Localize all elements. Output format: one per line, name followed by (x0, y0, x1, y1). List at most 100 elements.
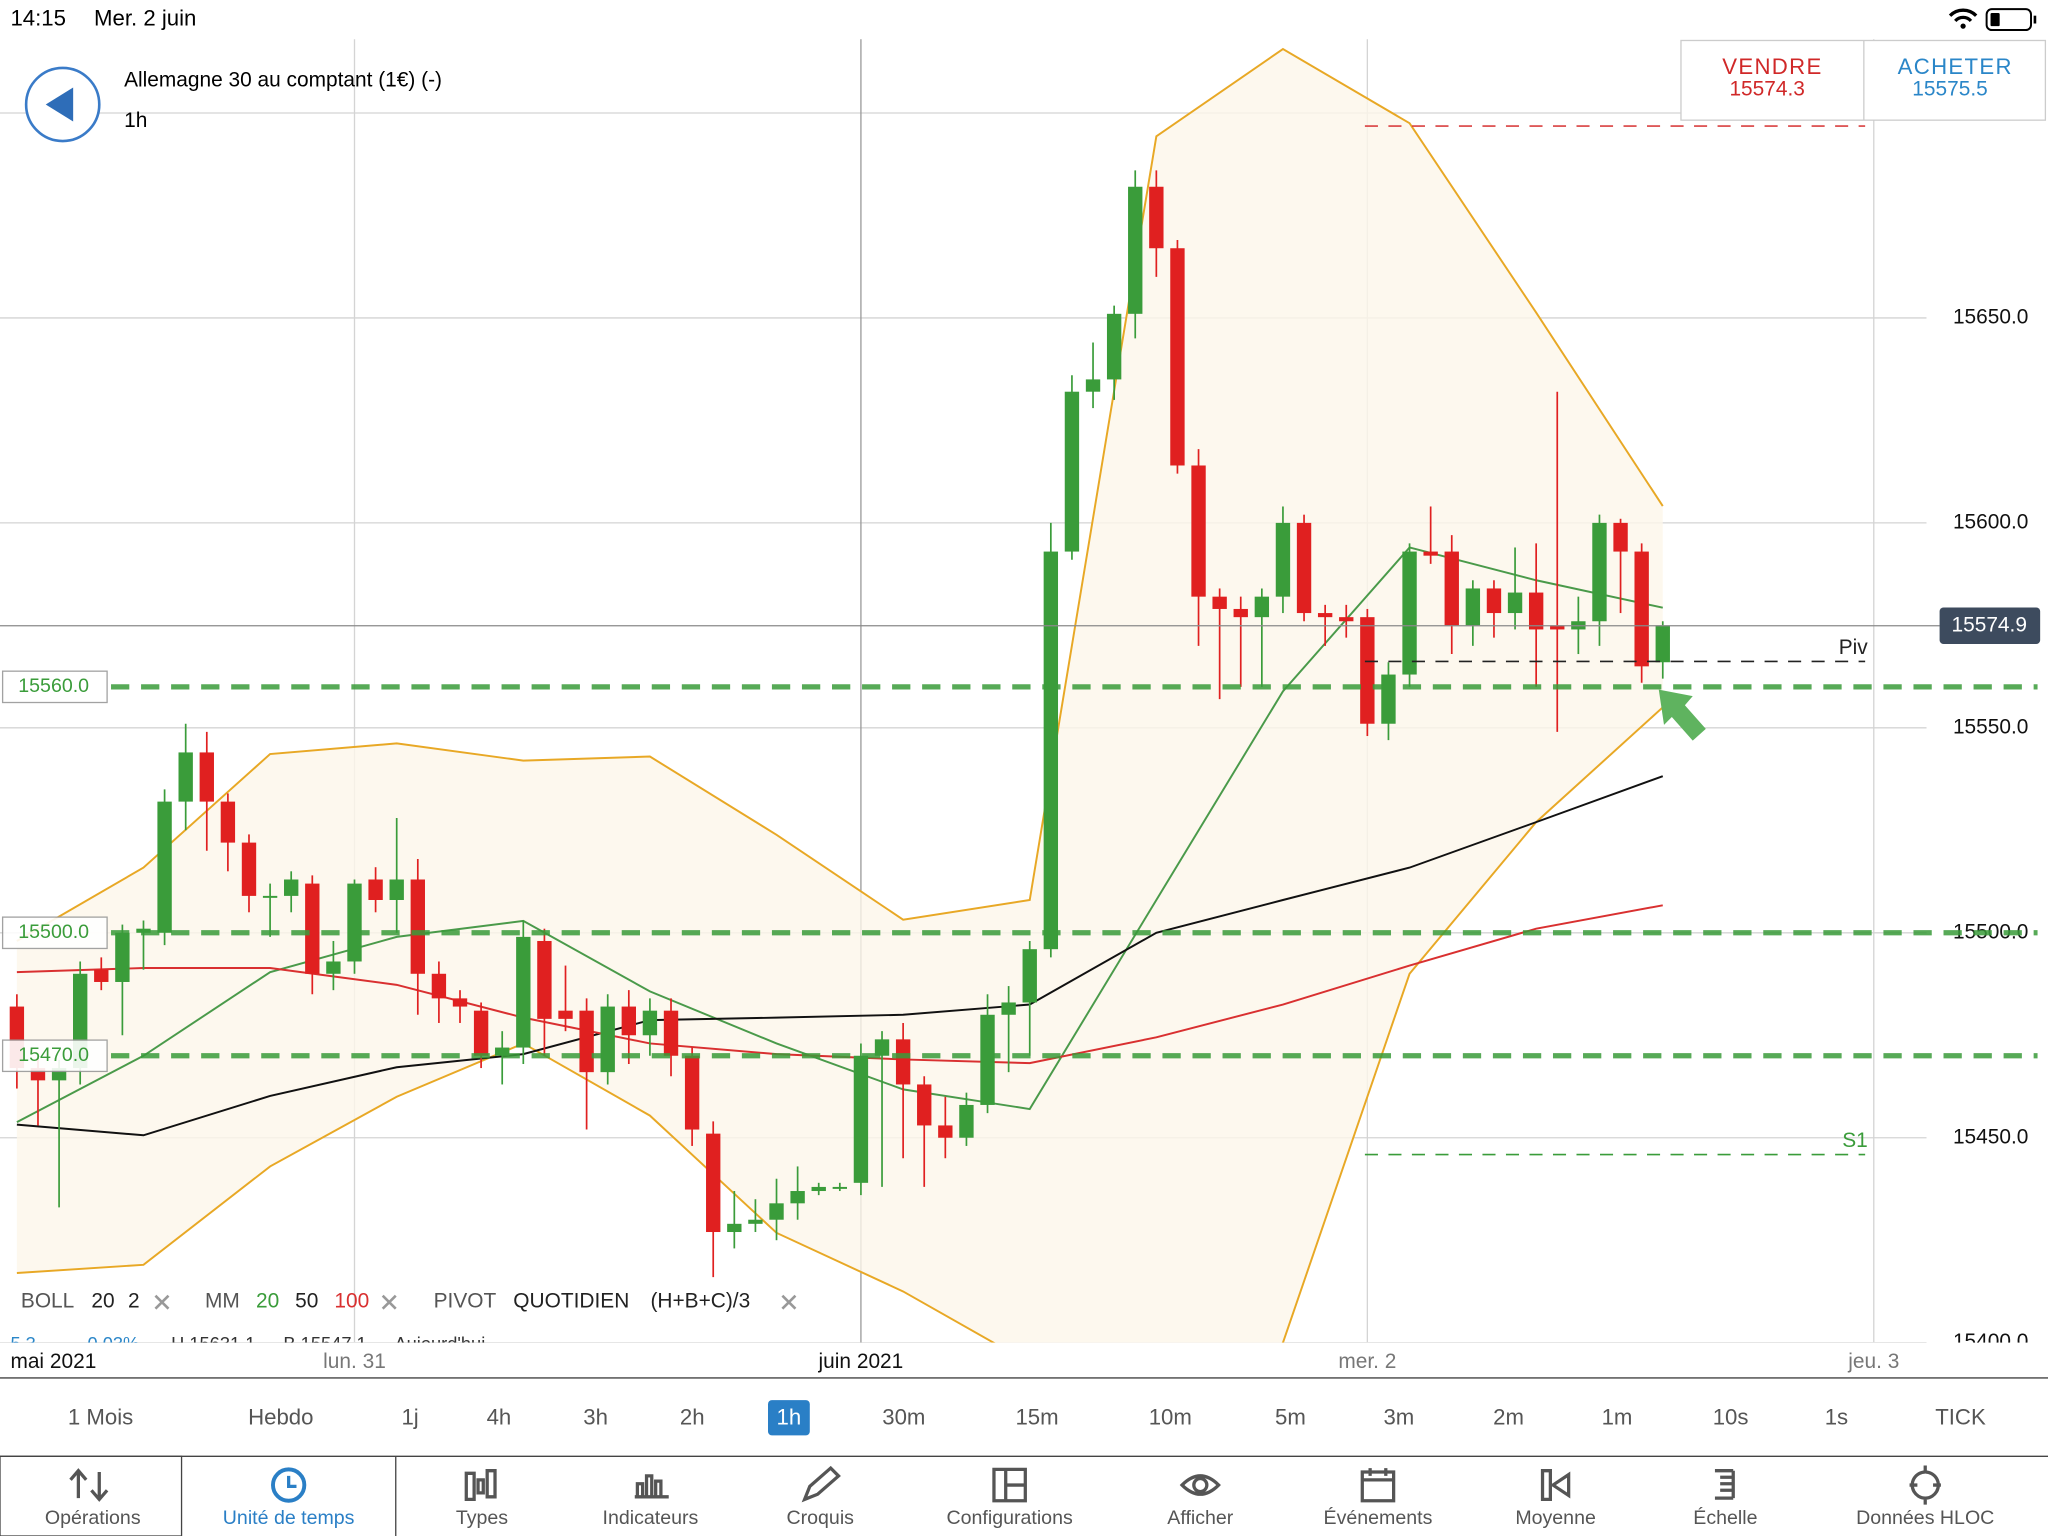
y-tick-label: 15550.0 (1953, 715, 2028, 738)
candle-body (1550, 625, 1565, 630)
timeframe-option[interactable]: 1m (1602, 1404, 1633, 1429)
timeframe-option[interactable]: 2h (680, 1404, 705, 1429)
candle-body (452, 998, 468, 1007)
toolbar-item[interactable]: Données HLOC (1856, 1465, 1994, 1529)
candle-body (389, 879, 404, 900)
current-price-box (1939, 607, 2041, 645)
candle-body (748, 1219, 763, 1224)
toolbar-item[interactable]: Opérations (45, 1468, 141, 1529)
candle-body (895, 1039, 911, 1085)
candle-body (305, 883, 320, 974)
toolbar-label: Afficher (1167, 1507, 1233, 1529)
candle-body (516, 936, 531, 1048)
timeframe-label: 30m (882, 1404, 925, 1429)
arrow-annotation (1658, 689, 1706, 741)
candle-body (1275, 522, 1291, 597)
toolbar-icon (634, 1474, 669, 1499)
info-text: H 15631.1 (171, 1333, 255, 1354)
toolbar-item[interactable]: Indicateurs (603, 1474, 699, 1529)
candle-body (241, 842, 257, 896)
toolbar-item[interactable]: Croquis (787, 1465, 855, 1529)
candle-body (1381, 674, 1396, 724)
toolbar-item[interactable]: Événements (1324, 1468, 1433, 1529)
time-axis-strip (0, 1342, 2048, 1378)
candle-body (917, 1084, 932, 1126)
level-label: 15470.0 (18, 1044, 89, 1066)
timeframe-option[interactable]: 3h (583, 1404, 608, 1429)
buy-button[interactable]: ACHETER 15575.5 (1898, 54, 2013, 101)
sell-button[interactable]: VENDRE 15574.3 (1722, 54, 1822, 101)
level-label-box (1, 1039, 108, 1073)
candle-body (874, 1039, 890, 1056)
timeframe-option[interactable]: 30m (882, 1404, 925, 1429)
toolbar-box (0, 1455, 183, 1536)
candle-body (621, 1006, 636, 1036)
toolbar-label: Moyenne (1515, 1507, 1596, 1529)
timeframe-option[interactable]: 10m (1149, 1404, 1192, 1429)
info-row: 5.3 0.03% H 15631.1 B 15547.1 Aujourd'hui (10, 1333, 485, 1354)
timeframe-option[interactable]: 1 Mois (68, 1404, 133, 1429)
candle-body (706, 1133, 721, 1233)
toolbar-label: Données HLOC (1856, 1507, 1994, 1529)
timeframe-option[interactable]: 10s (1713, 1404, 1749, 1429)
candle-body (1465, 588, 1481, 626)
timeframe-option[interactable]: 2m (1493, 1404, 1524, 1429)
toolbar-item[interactable]: Unité de temps (223, 1467, 355, 1529)
timeframe-label: 10m (1149, 1404, 1192, 1429)
timeframe-option[interactable]: 1j (401, 1404, 418, 1429)
info-text: Aujourd'hui (394, 1333, 485, 1354)
candle-body (1339, 617, 1354, 622)
candle-body (1233, 608, 1248, 618)
toolbar-icon (1540, 1469, 1571, 1502)
indicator-line (16, 775, 1664, 1137)
candle-body (1212, 596, 1227, 609)
toolbar-label: Croquis (787, 1507, 855, 1529)
timeframe-label: 2m (1493, 1404, 1524, 1429)
candle-body (495, 1047, 510, 1056)
candle-body (1360, 617, 1375, 724)
candle-body (1106, 313, 1122, 380)
toolbar-item[interactable]: Moyenne (1515, 1469, 1596, 1529)
candle-body (684, 1055, 700, 1130)
candle-body (157, 801, 172, 933)
sell-price: 15574.3 (1729, 78, 1804, 101)
level-label: 15500.0 (18, 921, 89, 943)
toolbar-label: Types (456, 1507, 508, 1529)
level-label-box (1, 916, 108, 950)
trade-box (1680, 39, 2047, 121)
toolbar-item[interactable]: Configurations (947, 1467, 1073, 1529)
candle-body (832, 1186, 848, 1189)
timeframe-option[interactable]: Hebdo (248, 1404, 313, 1429)
status-icons (1948, 8, 2037, 32)
timeframe-option[interactable]: 4h (487, 1404, 512, 1429)
legend-text: 50 (295, 1290, 318, 1313)
timeframe-option[interactable]: TICK (1935, 1404, 1986, 1429)
timeframe-option[interactable]: 5m (1275, 1404, 1306, 1429)
timeframe-option[interactable]: 15m (1015, 1404, 1058, 1429)
toolbar-label: Opérations (45, 1507, 141, 1529)
toolbar-label: Événements (1324, 1506, 1433, 1529)
y-tick-label: 15600.0 (1953, 510, 2028, 533)
timeframe-option[interactable]: 1s (1825, 1404, 1848, 1429)
candle-body (1592, 522, 1607, 622)
info-text: 5.3 (10, 1333, 35, 1354)
candle-body (1022, 949, 1037, 1003)
indicator-line (16, 706, 1664, 1343)
toolbar-item[interactable]: Types (456, 1469, 508, 1529)
toolbar-icon (464, 1469, 497, 1502)
toolbar-item[interactable]: Afficher (1167, 1474, 1234, 1529)
legend-text: BOLL (21, 1290, 74, 1313)
candle-body (642, 1010, 658, 1036)
timeframe-label: 10s (1713, 1404, 1749, 1429)
back-button[interactable] (24, 66, 101, 143)
timeframe-option[interactable]: 1h (768, 1400, 810, 1436)
x-tick-label: lun. 31 (323, 1350, 386, 1373)
candle-body (1423, 551, 1438, 556)
candle-body (959, 1104, 974, 1138)
toolbar-item[interactable]: Échelle (1693, 1469, 1758, 1529)
candle-body (115, 932, 130, 982)
timeframe-option[interactable]: 3m (1383, 1404, 1414, 1429)
legend-close-icons[interactable] (154, 1294, 797, 1310)
candle-body (1001, 1002, 1016, 1015)
